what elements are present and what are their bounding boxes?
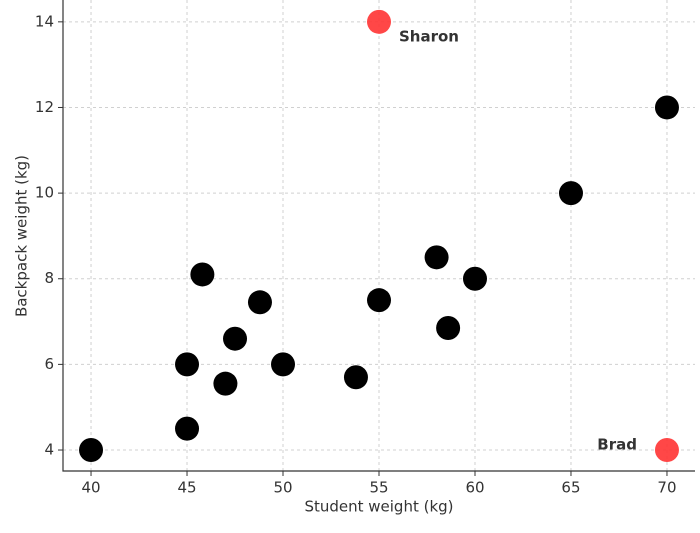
- y-tick-label: 14: [35, 12, 54, 30]
- point-label: Brad: [597, 436, 637, 454]
- x-axis-label: Student weight (kg): [304, 498, 453, 516]
- point: [175, 352, 200, 377]
- y-tick-label: 10: [35, 184, 54, 202]
- point-label: Sharon: [399, 27, 459, 45]
- point: [654, 95, 679, 120]
- point: [436, 315, 461, 340]
- point: [223, 326, 248, 351]
- y-axis-label: Backpack weight (kg): [13, 155, 31, 317]
- point: [343, 365, 368, 390]
- point: [424, 245, 449, 270]
- point: [190, 262, 215, 287]
- x-tick-label: 50: [273, 479, 292, 497]
- x-tick-label: 45: [177, 479, 196, 497]
- y-tick-label: 8: [44, 269, 54, 287]
- point: [213, 371, 238, 396]
- point: [367, 288, 391, 313]
- point: [175, 416, 200, 441]
- y-tick-label: 12: [35, 98, 54, 116]
- x-tick-label: 65: [561, 479, 580, 497]
- point: [558, 181, 583, 206]
- point: [654, 438, 679, 463]
- x-tick-label: 55: [369, 479, 388, 497]
- x-tick-label: 60: [465, 479, 484, 497]
- x-tick-label: 40: [81, 479, 100, 497]
- x-tick-label: 70: [657, 479, 676, 497]
- point: [367, 9, 391, 34]
- axes: [62, 0, 695, 472]
- y-tick-label: 6: [44, 355, 54, 373]
- point: [247, 290, 272, 315]
- point: [462, 266, 487, 291]
- y-tick-label: 4: [44, 441, 54, 459]
- point: [271, 352, 296, 377]
- point: [79, 438, 104, 463]
